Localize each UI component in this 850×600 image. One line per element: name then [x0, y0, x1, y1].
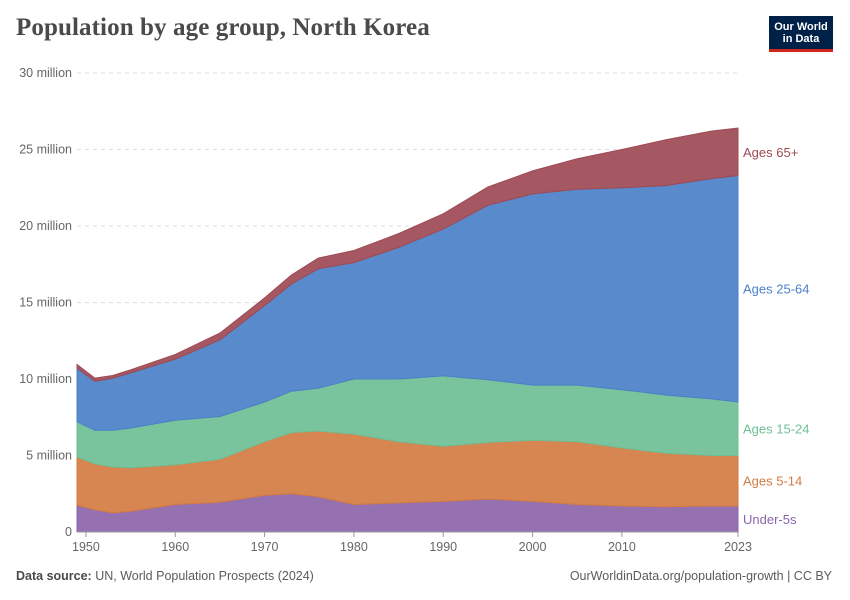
x-tick-label: 1970 — [251, 540, 279, 554]
series-label: Ages 25-64 — [743, 282, 810, 297]
y-tick-label: 5 million — [26, 449, 72, 463]
x-tick-label: 1950 — [72, 540, 100, 554]
x-tick-label: 1990 — [429, 540, 457, 554]
series-label: Under-5s — [743, 512, 797, 527]
series-label: Ages 15-24 — [743, 422, 810, 437]
area-ages-65- — [76, 127, 739, 382]
x-tick-label: 2023 — [724, 540, 752, 554]
x-tick-label: 2010 — [608, 540, 636, 554]
series-label: Ages 65+ — [743, 145, 798, 160]
source-link[interactable]: OurWorldinData.org/population-growth | C… — [569, 569, 832, 583]
owid-logo[interactable]: Our World in Data — [769, 16, 833, 52]
chart-title: Population by age group, North Korea — [16, 14, 430, 41]
logo-line-2: in Data — [782, 33, 820, 45]
x-tick-label: 1980 — [340, 540, 368, 554]
x-tick-label: 2000 — [519, 540, 547, 554]
data-source: Data source: UN, World Population Prospe… — [16, 569, 314, 583]
y-tick-label: 30 million — [19, 66, 72, 80]
y-tick-label: 25 million — [19, 143, 72, 157]
logo-line-1: Our World — [774, 21, 828, 33]
y-tick-label: 20 million — [19, 219, 72, 233]
y-tick-label: 0 — [65, 525, 72, 539]
data-source-label: Data source: — [16, 569, 92, 583]
series-label: Ages 5-14 — [743, 474, 802, 489]
y-tick-label: 10 million — [19, 372, 72, 386]
y-tick-label: 15 million — [19, 296, 72, 310]
data-source-text: UN, World Population Prospects (2024) — [95, 569, 314, 583]
x-tick-label: 1960 — [161, 540, 189, 554]
